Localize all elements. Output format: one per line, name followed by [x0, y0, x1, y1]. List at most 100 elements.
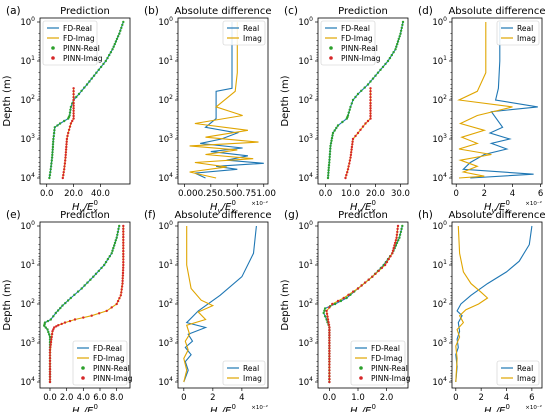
legend-entry: PINN-Imag: [341, 54, 381, 63]
series-point: [120, 288, 123, 291]
x-axis-label: Hy/Ex0: [350, 403, 376, 412]
series-point: [344, 176, 347, 180]
x-axis-label: Hy/Ex0: [210, 403, 236, 412]
series-point: [395, 233, 399, 236]
series-point: [396, 230, 399, 234]
legend-box: [222, 20, 266, 46]
panel-title: Prediction: [60, 6, 110, 17]
plot-area: [326, 20, 405, 180]
series-point: [48, 378, 52, 381]
y-tick-label: 102: [158, 298, 173, 310]
x-tick-label: 10.0: [341, 189, 360, 199]
series-point: [80, 287, 83, 290]
legend-entry: FD-Real: [371, 344, 400, 353]
series-point: [397, 37, 400, 41]
series-point: [333, 129, 336, 132]
y-tick-label: 102: [20, 94, 35, 106]
legend-entry: FD-Real: [93, 344, 122, 353]
series-point: [401, 20, 405, 24]
series-point: [90, 77, 93, 80]
series-point: [122, 227, 125, 230]
legend-swatch: [51, 46, 55, 50]
panel-title: Prediction: [338, 210, 388, 221]
panel-frame: [177, 221, 269, 389]
series-point: [48, 365, 52, 368]
x-tick-label: 20.0: [64, 189, 83, 199]
series-point: [105, 309, 108, 313]
series-point: [393, 244, 396, 247]
series-point: [72, 114, 75, 118]
x-axis-label: Hy/Ex0: [350, 199, 376, 215]
series-point: [104, 59, 108, 63]
series-point: [330, 139, 333, 142]
series-point: [398, 236, 401, 239]
series-point: [328, 326, 331, 329]
series-point: [72, 90, 75, 93]
series-point: [68, 319, 72, 323]
legend-box: [222, 360, 266, 386]
legend-entry: Real: [517, 24, 533, 33]
series-point: [118, 224, 121, 228]
series-point: [48, 351, 52, 354]
series-point: [346, 168, 350, 171]
series-point: [336, 299, 340, 303]
series-point: [369, 96, 372, 99]
series-point: [329, 144, 332, 148]
x-tick-label: 0.0: [319, 189, 333, 199]
series-point: [115, 236, 118, 239]
legend-entry: PINN-Real: [93, 364, 130, 373]
y-tick-label: 103: [432, 337, 447, 349]
series-point: [49, 165, 53, 168]
legend-entry: PINN-Imag: [371, 374, 411, 383]
panel-label: (e): [6, 209, 21, 221]
series-point: [111, 48, 114, 51]
panel-a: (a) Prediction 100 101 102 103 104 0.0 20.0 40.0H…: [2, 5, 131, 215]
y-tick-label: 104: [432, 172, 447, 184]
x-axis-label: Hy/Ex0: [72, 199, 98, 215]
series-point: [328, 347, 331, 350]
series-point: [72, 96, 75, 99]
series-point: [89, 278, 92, 281]
y-tick-label: 103: [298, 337, 313, 349]
series-point: [328, 331, 331, 334]
legend-swatch: [359, 366, 363, 370]
y-tick-label: 103: [432, 133, 447, 145]
series-point: [56, 124, 59, 127]
series-point: [51, 145, 55, 149]
series-point: [97, 68, 101, 72]
series-point: [51, 151, 54, 154]
series-point: [121, 23, 124, 27]
series-point: [329, 142, 333, 145]
x-tick-label: 6: [538, 189, 543, 199]
series-point: [328, 161, 331, 164]
series-point: [122, 230, 125, 233]
series-point: [349, 153, 353, 157]
series-point: [62, 168, 66, 171]
series-point: [110, 306, 113, 309]
series-point: [56, 309, 60, 312]
legend-entry: Real: [243, 24, 259, 33]
series-point: [328, 366, 331, 369]
x-tick-label: 40.0: [91, 189, 110, 199]
series-point: [50, 338, 53, 341]
legend-entry: PINN-Real: [341, 44, 378, 53]
series-point: [328, 150, 332, 153]
series-point: [336, 124, 340, 127]
series-point: [350, 148, 353, 151]
series-point: [116, 233, 119, 236]
y-tick-label: 102: [20, 298, 35, 310]
panel-label: (a): [6, 5, 21, 17]
series-point: [322, 311, 325, 315]
series-point: [351, 98, 355, 102]
series-point: [369, 114, 372, 118]
panel-g: (g) Prediction 100 101 102 103 104 0.0 1.0 2.0 Hy/…: [280, 209, 411, 412]
series-point: [392, 246, 395, 250]
y-tick-label: 100: [298, 16, 313, 28]
series-point: [112, 45, 115, 48]
series-point: [396, 224, 400, 228]
series-point: [342, 296, 345, 300]
y-tick-label: 101: [298, 55, 313, 67]
y-tick-label: 101: [298, 259, 313, 271]
y-tick-label: 104: [158, 376, 173, 388]
